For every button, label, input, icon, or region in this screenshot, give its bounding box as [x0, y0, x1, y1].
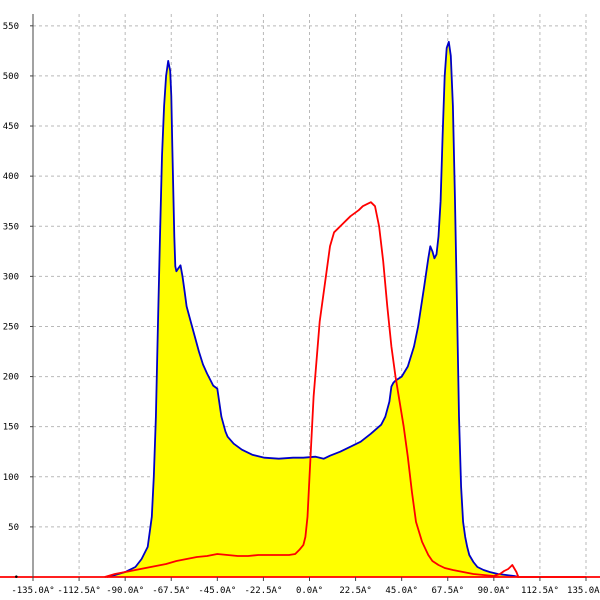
x-tick-label-1: -112.5A°	[57, 586, 100, 596]
x-tick-label-0: -135.0A°	[11, 586, 54, 596]
y-tick-label-10: 550	[3, 22, 19, 32]
x-tick-label-8: 45.0A°	[385, 586, 418, 596]
x-tick-label-6: 0.0A°	[296, 586, 323, 596]
y-tick-label-5: 300	[3, 272, 19, 282]
y-tick-label-4: 250	[3, 322, 19, 332]
y-tick-label-2: 150	[3, 423, 19, 433]
y-tick-label-9: 500	[3, 72, 19, 82]
y-origin-marker: •	[14, 573, 19, 583]
x-tick-label-3: -67.5A°	[152, 586, 190, 596]
y-tick-label-1: 100	[3, 473, 19, 483]
series-line-layer	[0, 41, 600, 578]
y-tick-label-3: 200	[3, 373, 19, 383]
y-tick-label-0: 50	[8, 523, 19, 533]
series-1-line	[104, 201, 586, 578]
series-0-area	[106, 41, 519, 577]
x-tick-label-5: -22.5A°	[244, 586, 282, 596]
x-tick-labels: -135.0A° -112.5A° -90.0A° -67.5A° -45.0A° -22…	[11, 577, 600, 596]
y-tick-label-6: 350	[3, 222, 19, 232]
series-0-line	[106, 41, 519, 578]
y-tick-label-7: 400	[3, 172, 19, 182]
x-tick-label-9: 67.5A°	[431, 586, 464, 596]
x-tick-label-11: 112.5A°	[521, 586, 559, 596]
y-tick-label-8: 450	[3, 122, 19, 132]
x-tick-label-12: 135.0A°	[567, 586, 600, 596]
x-tick-label-7: 22.5A°	[339, 586, 372, 596]
x-tick-label-2: -90.0A°	[106, 586, 144, 596]
area-fill-layer	[106, 41, 519, 577]
y-tick-labels: 50 100 150 200 250 300 350 400 450 500 550 •	[3, 22, 33, 583]
x-tick-label-4: -45.0A°	[198, 586, 236, 596]
x-tick-label-10: 90.0A°	[478, 586, 511, 596]
